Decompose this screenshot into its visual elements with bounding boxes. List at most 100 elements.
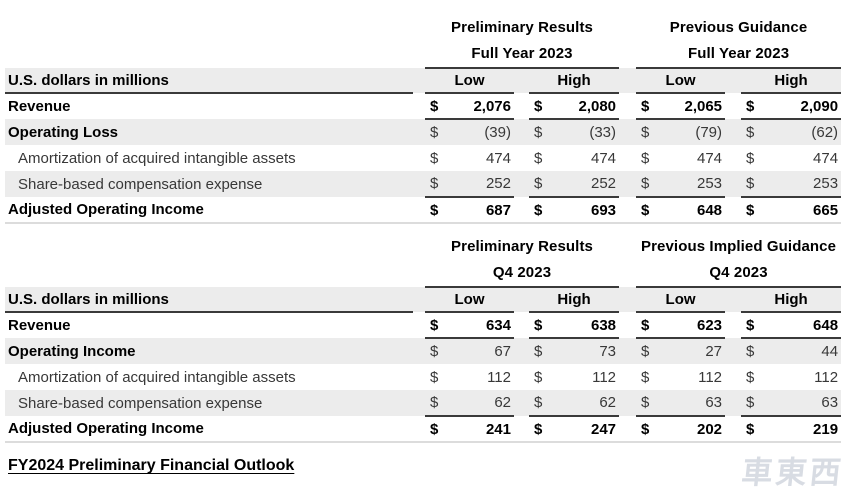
value-cell: $73 xyxy=(529,338,620,364)
currency-symbol: $ xyxy=(534,124,543,141)
currency-symbol: $ xyxy=(746,368,755,386)
column-gap xyxy=(725,312,742,338)
value-number: 241 xyxy=(485,420,511,438)
value-cell: $474 xyxy=(636,145,725,171)
value-number: 63 xyxy=(821,394,839,411)
value-cell: $112 xyxy=(529,364,619,390)
column-gap xyxy=(514,416,529,442)
column-gap xyxy=(619,390,637,416)
value-cell: $693 xyxy=(529,197,619,223)
row-label: Operating Income xyxy=(5,338,413,364)
value-cell: $634 xyxy=(425,312,514,339)
header-spacer xyxy=(5,14,413,40)
row-label: Revenue xyxy=(8,98,71,115)
column-gap xyxy=(514,390,529,416)
row-label: Adjusted Operating Income xyxy=(8,420,204,437)
group-header-title: Preliminary Results xyxy=(451,237,593,255)
value-cell: $241 xyxy=(425,416,514,442)
column-gap xyxy=(725,390,742,416)
value-cell: $ (39) xyxy=(425,119,514,145)
currency-symbol: $ xyxy=(534,343,543,360)
value-cell: $219 xyxy=(741,416,841,442)
currency-symbol: $ xyxy=(430,316,439,334)
column-gap xyxy=(619,14,637,40)
column-gap xyxy=(725,119,742,145)
currency-symbol: $ xyxy=(746,316,755,334)
currency-symbol: $ xyxy=(534,420,543,438)
value-cell: $67 xyxy=(425,338,514,364)
value-number: 474 xyxy=(591,149,617,167)
column-gap xyxy=(413,364,425,390)
value-cell: $638 xyxy=(529,312,620,339)
value-cell: $252 xyxy=(529,171,620,198)
row-label: Amortization of acquired intangible asse… xyxy=(18,149,296,167)
value-cell: $ (62) xyxy=(741,119,842,145)
value-number: 638 xyxy=(591,316,617,334)
column-gap xyxy=(514,171,529,197)
currency-symbol: $ xyxy=(746,343,755,360)
value-number: 648 xyxy=(813,316,839,334)
currency-symbol: $ xyxy=(641,343,650,360)
value-cell: $63 xyxy=(636,390,726,417)
value-number: 634 xyxy=(485,316,511,334)
currency-symbol: $ xyxy=(641,394,650,411)
currency-symbol: $ xyxy=(430,175,439,192)
column-gap xyxy=(413,145,425,171)
value-number: (33) xyxy=(589,124,617,141)
row-label: Amortization of acquired intangible asse… xyxy=(18,368,296,386)
value-number: 67 xyxy=(494,343,511,360)
fy2024-outlook-link[interactable]: FY2024 Preliminary Financial Outlook xyxy=(8,457,295,474)
column-gap xyxy=(619,119,637,145)
group-header-title: Preliminary Results xyxy=(451,18,593,36)
column-gap xyxy=(413,40,425,68)
value-cell: $2,076 xyxy=(425,93,514,120)
value-number: 2,090 xyxy=(800,97,839,115)
currency-symbol: $ xyxy=(746,201,755,219)
value-number: 2,076 xyxy=(473,97,511,115)
currency-symbol: $ xyxy=(641,149,650,167)
value-cell: $247 xyxy=(529,416,619,442)
column-gap xyxy=(514,364,529,390)
value-cell: $252 xyxy=(425,171,514,198)
value-cell: $2,065 xyxy=(636,93,726,120)
table-row: Share-based compensation expense $252 $252… xyxy=(5,171,842,198)
value-number: (79) xyxy=(695,124,723,141)
column-gap xyxy=(413,312,425,338)
table-row: Operating Income $67 $73 $27 $44 xyxy=(5,338,842,364)
column-gap xyxy=(725,338,742,364)
value-cell: $62 xyxy=(425,390,514,417)
group-header-title: Previous Guidance xyxy=(669,18,808,36)
column-gap xyxy=(413,259,425,287)
group-header-period: Q4 2023 xyxy=(636,259,842,288)
results-tables-container: Preliminary Results Previous Guidance Full… xyxy=(5,14,845,443)
currency-symbol: $ xyxy=(641,201,650,219)
value-number: 219 xyxy=(813,420,839,438)
currency-symbol: $ xyxy=(430,394,439,411)
column-header-low: Low xyxy=(425,287,514,313)
column-gap xyxy=(413,93,425,119)
value-cell: $63 xyxy=(741,390,842,417)
column-gap xyxy=(514,287,529,312)
currency-symbol: $ xyxy=(746,175,755,192)
value-cell: $27 xyxy=(636,338,726,364)
row-label: Operating Loss xyxy=(5,119,413,145)
value-number: 693 xyxy=(591,201,617,219)
column-gap xyxy=(514,145,529,171)
value-number: 247 xyxy=(591,420,617,438)
value-number: 112 xyxy=(814,368,839,386)
currency-symbol: $ xyxy=(641,124,650,141)
value-number: 665 xyxy=(813,201,839,219)
currency-symbol: $ xyxy=(430,149,439,167)
currency-symbol: $ xyxy=(746,97,755,115)
value-cell: $648 xyxy=(636,197,725,223)
currency-symbol: $ xyxy=(641,316,650,334)
header-spacer xyxy=(5,259,413,287)
value-number: 474 xyxy=(697,149,723,167)
value-cell: $112 xyxy=(636,364,725,390)
group-header-period: Full Year 2023 xyxy=(425,40,620,69)
column-gap xyxy=(619,145,637,171)
column-header-low: Low xyxy=(636,287,726,313)
value-cell: $665 xyxy=(741,197,841,223)
column-gap xyxy=(725,68,742,93)
value-cell: $112 xyxy=(425,364,514,390)
